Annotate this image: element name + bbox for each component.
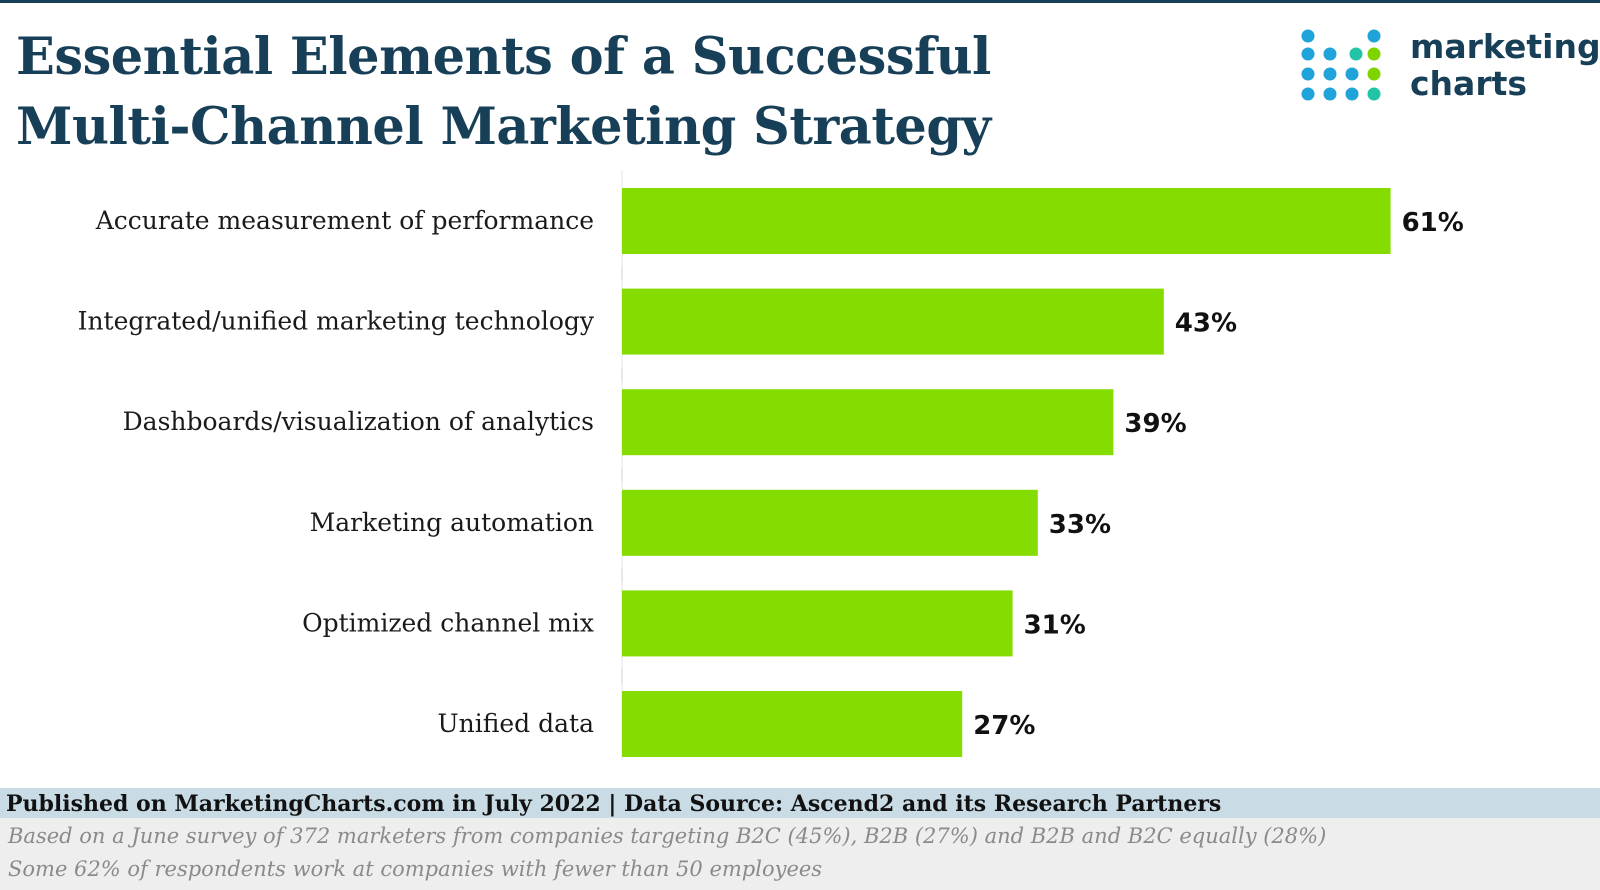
- data-label: 39%: [1124, 409, 1186, 439]
- bar: [622, 389, 1114, 456]
- logo-dot: [1323, 47, 1337, 61]
- logo-dot: [1349, 47, 1363, 61]
- data-label: 31%: [1024, 610, 1086, 640]
- category-label: Unified data: [438, 709, 595, 738]
- logo-dot: [1367, 87, 1381, 101]
- data-label: 61%: [1402, 208, 1464, 238]
- bar-chart: Accurate measurement of performance 61% In…: [78, 170, 1464, 760]
- logo-line-2: charts: [1410, 64, 1528, 103]
- bar: [622, 590, 1013, 657]
- top-rule: [0, 0, 1600, 3]
- category-label: Dashboards/visualization of analytics: [123, 407, 594, 436]
- footer-note-respondents: Some 62% of respondents work at companie…: [8, 857, 823, 881]
- chart-title-line-1: Essential Elements of a Successful: [16, 27, 991, 87]
- data-label: 33%: [1049, 510, 1111, 540]
- category-label: Marketing automation: [310, 508, 594, 537]
- footer-source-text: Published on MarketingCharts.com in July…: [6, 791, 1222, 817]
- dot-grid-icon: [1301, 29, 1381, 101]
- bar: [622, 489, 1038, 556]
- logo-dot: [1367, 67, 1381, 81]
- logo-dot: [1323, 67, 1337, 81]
- logo-dot: [1301, 67, 1315, 81]
- footer-source-band: Published on MarketingCharts.com in July…: [0, 788, 1600, 818]
- chart-title: Essential Elements of a Successful Multi…: [16, 22, 991, 162]
- category-label: Integrated/unified marketing technology: [78, 307, 595, 336]
- footer-note-survey: Based on a June survey of 372 marketers …: [8, 824, 1327, 848]
- logo-dot: [1301, 87, 1315, 101]
- category-label: Optimized channel mix: [302, 608, 594, 637]
- chart-title-line-2: Multi-Channel Marketing Strategy: [16, 97, 991, 157]
- data-label: 27%: [973, 711, 1035, 741]
- logo-dot: [1301, 47, 1315, 61]
- logo-dot: [1345, 87, 1359, 101]
- marketingcharts-logo: marketing charts: [1300, 28, 1600, 108]
- logo-dot: [1367, 47, 1381, 61]
- logo-dot: [1301, 29, 1315, 43]
- logo-wordmark: marketing charts: [1410, 28, 1600, 102]
- bar: [622, 691, 963, 757]
- bar: [622, 188, 1391, 254]
- logo-dot: [1345, 67, 1359, 81]
- footer-notes: Based on a June survey of 372 marketers …: [0, 818, 1600, 890]
- logo-line-1: marketing: [1410, 27, 1600, 66]
- logo-dot: [1323, 87, 1337, 101]
- data-label: 43%: [1175, 309, 1237, 339]
- logo-dot: [1367, 29, 1381, 43]
- bar: [622, 288, 1164, 355]
- category-label: Accurate measurement of performance: [95, 206, 594, 235]
